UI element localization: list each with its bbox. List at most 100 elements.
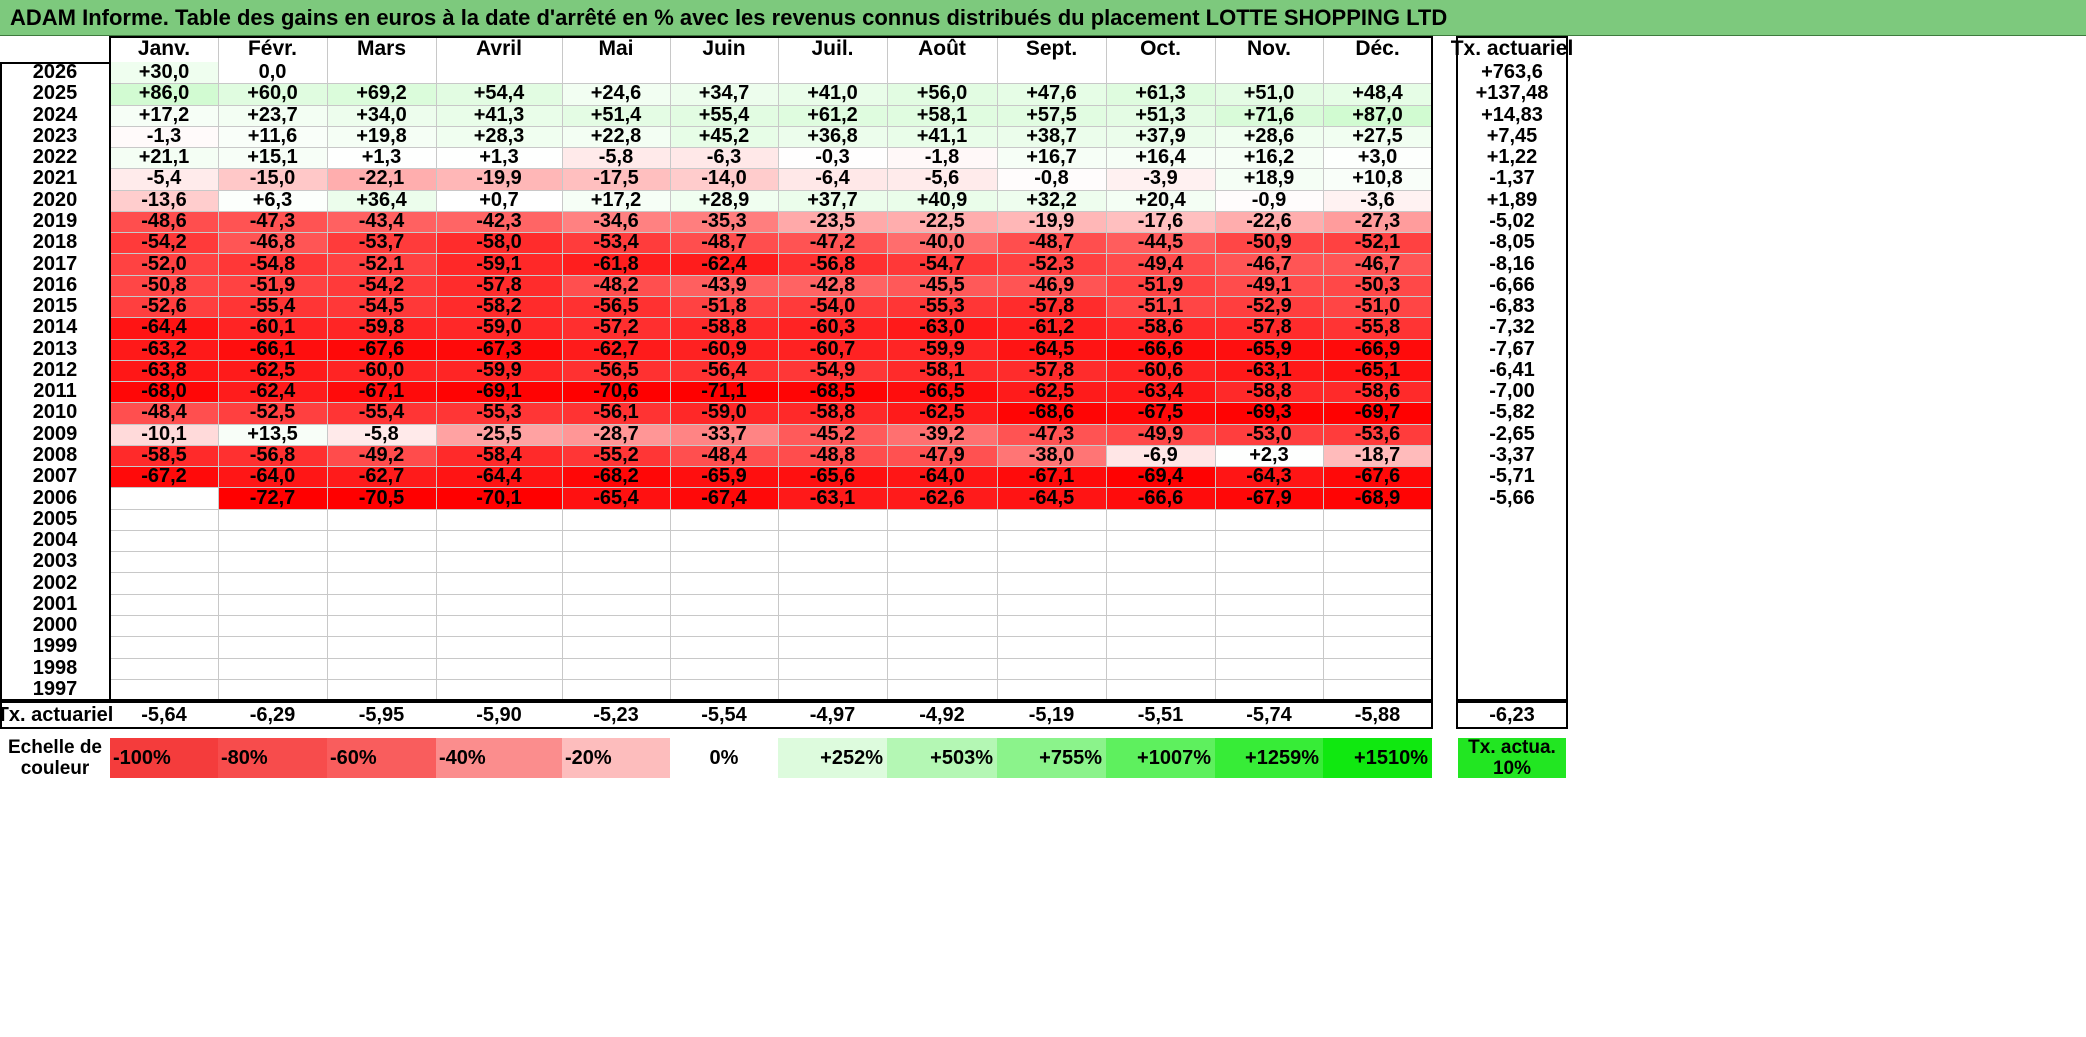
table-cell: -57,8 bbox=[997, 295, 1106, 318]
table-cell bbox=[778, 615, 887, 636]
table-cell: +47,6 bbox=[997, 82, 1106, 105]
table-cell: -53,4 bbox=[562, 231, 670, 254]
table-cell: -62,6 bbox=[887, 487, 997, 509]
table-cell bbox=[562, 551, 670, 572]
year-label: 2023 bbox=[32, 124, 78, 147]
month-header: Juin bbox=[702, 37, 746, 60]
table-cell: -57,8 bbox=[436, 274, 562, 296]
month-header: Janv. bbox=[137, 37, 191, 60]
table-cell: -51,8 bbox=[670, 295, 778, 318]
table-cell bbox=[436, 572, 562, 593]
table-cell: -62,7 bbox=[327, 465, 436, 488]
table-cell bbox=[1215, 62, 1323, 83]
table-cell: -59,0 bbox=[436, 316, 562, 339]
table-cell: -17,6 bbox=[1106, 210, 1215, 233]
table-cell: -69,1 bbox=[436, 380, 562, 403]
month-header: Nov. bbox=[1247, 37, 1291, 60]
table-cell bbox=[887, 530, 997, 551]
table-cell: -53,6 bbox=[1323, 423, 1432, 445]
table-cell bbox=[670, 62, 778, 83]
row-divider bbox=[110, 104, 1432, 106]
table-cell bbox=[1215, 530, 1323, 551]
table-cell: -56,5 bbox=[562, 359, 670, 382]
table-cell bbox=[997, 615, 1106, 636]
row-divider bbox=[110, 168, 1432, 170]
table-cell: +71,6 bbox=[1215, 104, 1323, 126]
table-cell: -66,6 bbox=[1106, 338, 1215, 360]
annual-cell bbox=[1457, 636, 1567, 657]
table-cell bbox=[218, 658, 327, 679]
table-cell: -70,1 bbox=[436, 487, 562, 509]
table-cell: +17,2 bbox=[562, 189, 670, 211]
table-cell: -45,5 bbox=[887, 274, 997, 296]
table-cell: -54,9 bbox=[778, 359, 887, 382]
col-divider bbox=[670, 36, 671, 701]
col-divider bbox=[778, 36, 779, 701]
table-cell: -63,1 bbox=[778, 487, 887, 509]
table-cell bbox=[778, 62, 887, 83]
month-header: Févr. bbox=[247, 37, 298, 60]
footer-cell: -5,90 bbox=[476, 703, 522, 726]
table-cell: +45,2 bbox=[670, 125, 778, 148]
table-cell bbox=[1323, 615, 1432, 636]
row-divider bbox=[110, 253, 1432, 255]
page-title: ADAM Informe. Table des gains en euros à… bbox=[10, 5, 1448, 30]
table-cell bbox=[327, 572, 436, 593]
table-cell: -65,9 bbox=[670, 465, 778, 488]
footer-cell: -5,64 bbox=[141, 703, 187, 726]
table-cell: +51,4 bbox=[562, 104, 670, 126]
table-cell: -14,0 bbox=[670, 167, 778, 190]
table-cell bbox=[1323, 679, 1432, 700]
table-cell bbox=[997, 530, 1106, 551]
table-cell: +28,6 bbox=[1215, 125, 1323, 148]
row-divider bbox=[110, 295, 1432, 297]
table-cell: -58,6 bbox=[1323, 380, 1432, 403]
table-cell: +51,0 bbox=[1215, 82, 1323, 105]
annual-cell bbox=[1457, 615, 1567, 636]
annual-cell bbox=[1457, 551, 1567, 572]
month-header: Oct. bbox=[1140, 37, 1181, 60]
table-cell bbox=[218, 615, 327, 636]
table-cell bbox=[218, 636, 327, 657]
row-divider bbox=[110, 147, 1432, 149]
annual-cell: +1,89 bbox=[1486, 188, 1538, 211]
table-cell: +24,6 bbox=[562, 82, 670, 105]
table-cell: -68,0 bbox=[110, 380, 218, 403]
table-cell: -59,9 bbox=[436, 359, 562, 382]
table-cell: -43,4 bbox=[327, 210, 436, 233]
annual-cell bbox=[1457, 658, 1567, 679]
row-divider bbox=[110, 274, 1432, 276]
table-cell: -48,8 bbox=[778, 444, 887, 467]
table-cell: -52,9 bbox=[1215, 295, 1323, 318]
table-cell: -23,5 bbox=[778, 210, 887, 233]
table-cell bbox=[778, 594, 887, 615]
table-cell: +21,1 bbox=[110, 146, 218, 169]
table-cell bbox=[887, 509, 997, 530]
table-cell: -54,5 bbox=[327, 295, 436, 318]
table-cell: -55,4 bbox=[327, 401, 436, 424]
table-cell: -55,3 bbox=[436, 401, 562, 424]
year-label: 2018 bbox=[32, 231, 78, 254]
table-cell: -66,1 bbox=[218, 338, 327, 360]
table-cell: -66,6 bbox=[1106, 487, 1215, 509]
year-label: 1998 bbox=[32, 656, 78, 679]
row-divider bbox=[110, 359, 1432, 361]
table-cell: +17,2 bbox=[110, 104, 218, 126]
year-label: 1997 bbox=[32, 677, 78, 700]
table-cell: +6,3 bbox=[218, 189, 327, 211]
footer-cell: -5,54 bbox=[701, 703, 747, 726]
table-cell: -46,7 bbox=[1215, 253, 1323, 275]
table-cell: -61,8 bbox=[562, 253, 670, 275]
table-cell: -64,3 bbox=[1215, 465, 1323, 488]
table-cell bbox=[436, 530, 562, 551]
table-cell bbox=[778, 572, 887, 593]
month-header: Août bbox=[918, 37, 966, 60]
table-cell bbox=[327, 658, 436, 679]
year-label: 2015 bbox=[32, 295, 78, 318]
table-cell bbox=[1323, 658, 1432, 679]
table-cell: +48,4 bbox=[1323, 82, 1432, 105]
annual-cell: -5,82 bbox=[1489, 401, 1535, 424]
annual-cell: -7,32 bbox=[1489, 316, 1535, 339]
legend-label: Echelle de couleur bbox=[8, 737, 102, 779]
table-cell: -55,3 bbox=[887, 295, 997, 318]
